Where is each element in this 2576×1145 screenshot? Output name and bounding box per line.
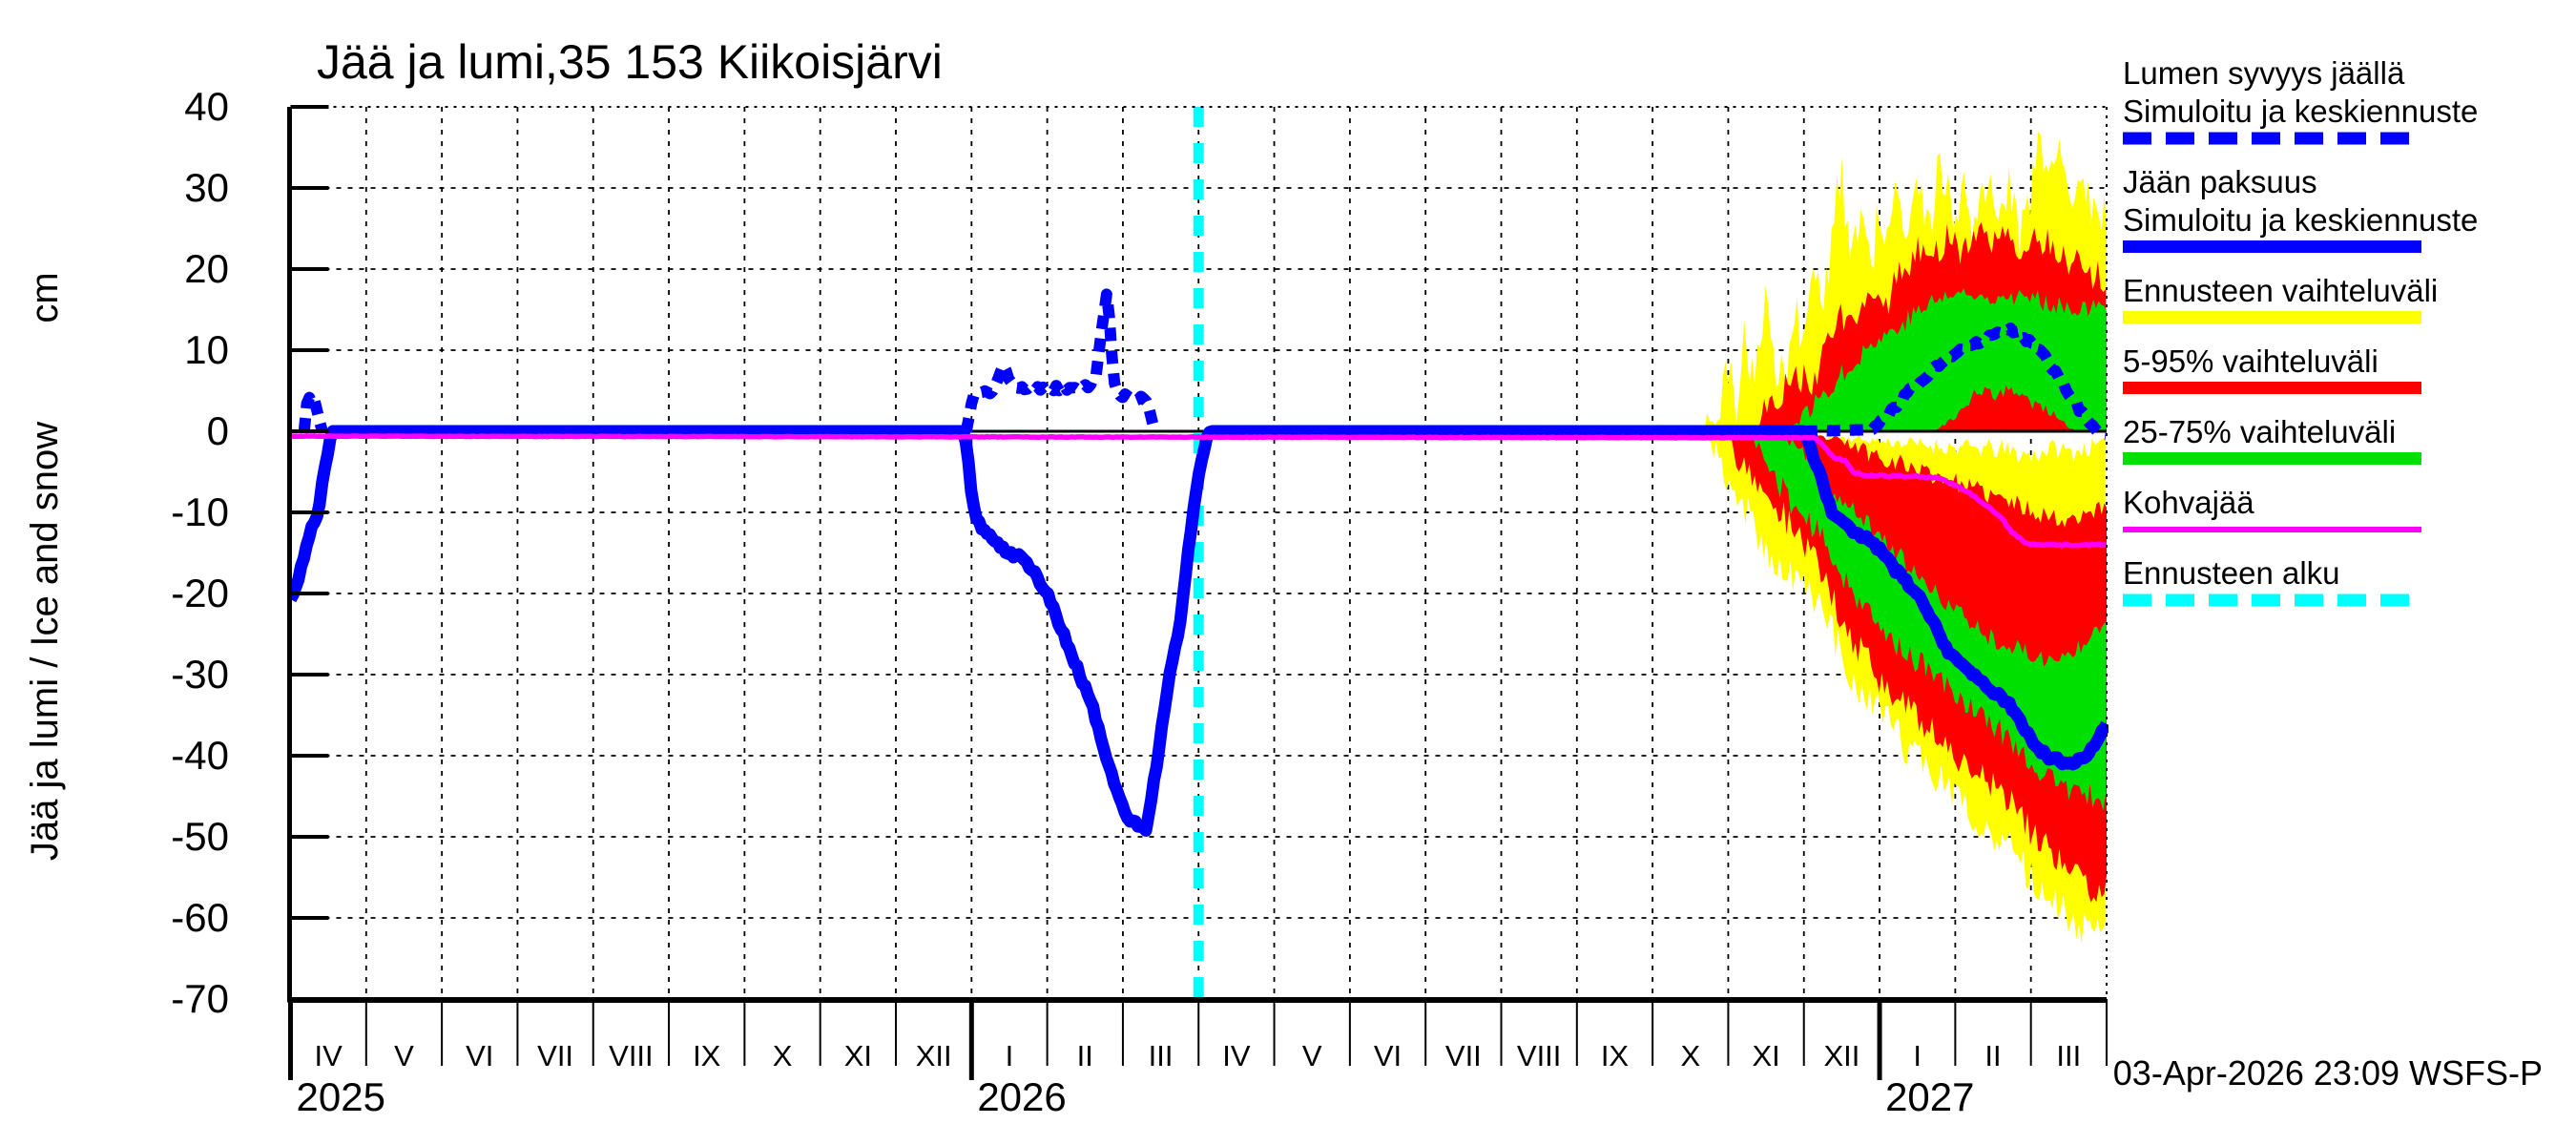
y-tick-label: -20 <box>171 571 229 615</box>
month-tick-label: XII <box>916 1039 952 1072</box>
snow-depth-median-line <box>1800 323 2109 441</box>
legend-item: Ennusteen alku <box>2123 555 2421 607</box>
month-tick-label: IX <box>693 1039 721 1072</box>
month-tick-label: VIII <box>609 1039 654 1072</box>
month-tick-label: X <box>773 1039 793 1072</box>
legend-swatch-bar <box>2123 452 2421 465</box>
y-tick-label: -60 <box>171 895 229 940</box>
month-tick-label: II <box>1077 1039 1093 1072</box>
month-tick-label: VII <box>537 1039 573 1072</box>
legend-item-label: Jään paksuus <box>2123 164 2317 199</box>
ice-thickness-median-line <box>290 425 2109 837</box>
year-label: 2027 <box>1885 1074 1974 1119</box>
y-axis-unit-label: cm <box>24 272 66 323</box>
month-tick-label: VI <box>1374 1039 1402 1072</box>
kohvajaa-line <box>290 433 2108 549</box>
month-tick-label: VIII <box>1517 1039 1562 1072</box>
x-axis-ticks-labels: IV V VI VII VIII IX X XI XII I II III IV V VI VII VIII IX… <box>288 999 2108 1119</box>
year-label: 2026 <box>977 1074 1066 1119</box>
chart-title: Jää ja lumi,35 153 Kiikoisjärvi <box>317 35 943 89</box>
y-axis-ticks-labels: 40 30 20 10 0 -10 -20 -30 -40 -50 -60 -70 <box>171 84 329 1021</box>
legend-item-label: Ennusteen alku <box>2123 555 2340 591</box>
forecast-bands <box>1701 131 2107 944</box>
legend-item: Ennusteen vaihteluväli <box>2123 273 2438 323</box>
legend-item-label: 5-95% vaihteluväli <box>2123 344 2379 379</box>
month-tick-label: IV <box>1222 1039 1251 1072</box>
y-tick-label: -40 <box>171 733 229 778</box>
y-tick-label: -10 <box>171 489 229 534</box>
data-lines <box>290 107 2109 999</box>
y-tick-label: 0 <box>207 408 229 453</box>
month-tick-label: V <box>1302 1039 1322 1072</box>
month-tick-label: III <box>2056 1039 2081 1072</box>
snow-depth-median-line <box>960 288 1160 433</box>
snow-25-75-band <box>1788 288 2107 431</box>
y-axis-label: Jää ja lumi / Ice and snow <box>24 422 66 861</box>
y-tick-label: 20 <box>184 246 229 291</box>
month-tick-label: I <box>1006 1039 1014 1072</box>
y-tick-label: -30 <box>171 652 229 697</box>
legend-item-label: Kohvajää <box>2123 485 2254 520</box>
legend-item: Kohvajää <box>2123 485 2421 532</box>
legend-item-label: 25-75% vaihteluväli <box>2123 414 2396 449</box>
legend-item-label: Simuloitu ja keskiennuste <box>2123 202 2478 238</box>
month-tick-label: III <box>1149 1039 1174 1072</box>
month-tick-label: X <box>1680 1039 1700 1072</box>
year-label: 2025 <box>297 1074 385 1119</box>
month-tick-label: IV <box>315 1039 343 1072</box>
legend-item: 5-95% vaihteluväli <box>2123 344 2421 394</box>
legend-item-label: Ennusteen vaihteluväli <box>2123 273 2438 308</box>
y-tick-label: 30 <box>184 165 229 210</box>
month-tick-label: I <box>1913 1039 1922 1072</box>
legend-item-label: Lumen syvyys jäällä <box>2123 55 2405 91</box>
month-tick-label: XI <box>844 1039 872 1072</box>
month-tick-label: IX <box>1601 1039 1630 1072</box>
legend-swatch-bar <box>2123 382 2421 394</box>
legend-item: 25-75% vaihteluväli <box>2123 414 2421 465</box>
y-tick-label: 40 <box>184 84 229 129</box>
month-tick-label: VII <box>1445 1039 1482 1072</box>
legend-item-label: Simuloitu ja keskiennuste <box>2123 94 2478 129</box>
legend-swatch-bar <box>2123 240 2421 253</box>
y-tick-label: -50 <box>171 814 229 859</box>
footer-timestamp: 03-Apr-2026 23:09 WSFS-P <box>2113 1053 2543 1093</box>
month-tick-label: XII <box>1823 1039 1859 1072</box>
month-tick-label: V <box>394 1039 414 1072</box>
legend-swatch-bar <box>2123 311 2421 323</box>
snow-depth-median-line <box>298 391 328 433</box>
month-tick-label: II <box>1984 1039 2001 1072</box>
month-tick-label: XI <box>1752 1039 1779 1072</box>
y-tick-label: 10 <box>184 327 229 372</box>
y-tick-label: -70 <box>171 976 229 1021</box>
month-tick-label: VI <box>466 1039 493 1072</box>
